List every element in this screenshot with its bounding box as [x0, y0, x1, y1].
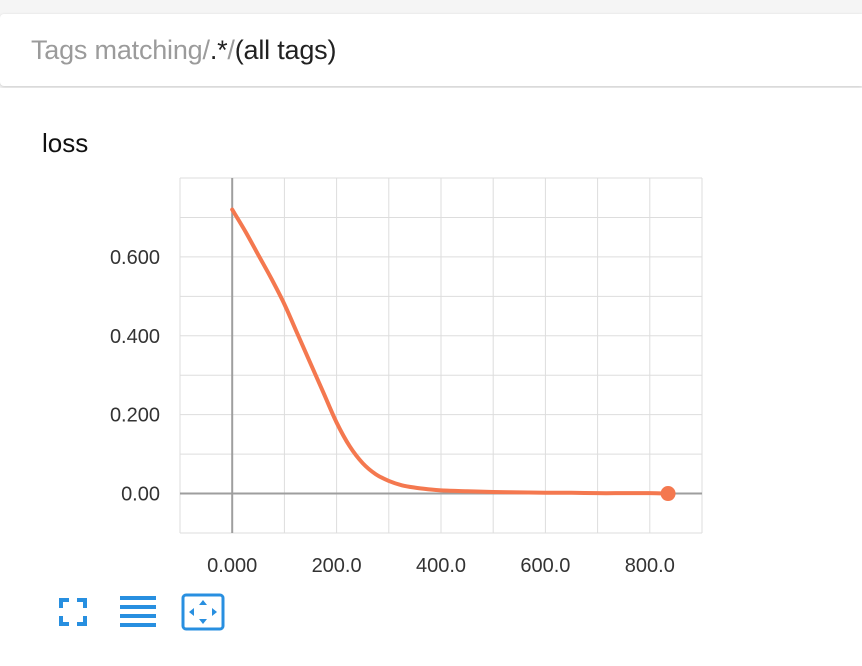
x-tick-label: 0.000	[207, 555, 257, 577]
y-tick-label: 0.600	[110, 247, 160, 269]
log-scale-button[interactable]	[118, 593, 158, 631]
vertical-gridlines	[179, 178, 703, 533]
x-tick-label: 800.0	[625, 555, 675, 577]
header-prefix: Tags matching	[31, 34, 203, 65]
tag-filter-header: Tags matching / .* / (all tags)	[0, 14, 862, 86]
fit-domain-button[interactable]	[180, 593, 226, 631]
x-tick-label: 200.0	[312, 555, 362, 577]
y-axis-ticks: 0.00 0.200 0.400 0.600	[110, 247, 160, 506]
fullscreen-button[interactable]	[56, 593, 90, 631]
chart-title: loss	[42, 128, 89, 158]
y-tick-label: 0.200	[110, 405, 160, 427]
last-value-point[interactable]	[660, 486, 676, 502]
x-tick-label: 600.0	[520, 555, 570, 577]
y-tick-label: 0.00	[121, 484, 160, 506]
fullscreen-icon	[59, 598, 87, 626]
header-suffix: (all tags)	[234, 34, 337, 65]
scalar-chart-card: 0.000 200.0 400.0 600.0 800.0 0.00 0.200 0.400…	[0, 88, 862, 666]
list-lines-icon	[120, 596, 156, 627]
fit-domain-icon	[181, 593, 225, 631]
x-axis-ticks: 0.000 200.0 400.0 600.0 800.0	[207, 555, 675, 577]
y-tick-label: 0.400	[110, 326, 160, 348]
loss-chart[interactable]: 0.000 200.0 400.0 600.0 800.0 0.00 0.200 0.400…	[0, 88, 862, 666]
x-tick-label: 400.0	[416, 555, 466, 577]
regex-pattern: .*	[209, 34, 228, 65]
chart-toolbar	[56, 593, 226, 631]
loss-series-line	[230, 207, 671, 496]
series-layer	[230, 207, 676, 502]
regex-slash-open: /	[202, 34, 211, 65]
regex-slash-close: /	[227, 34, 235, 65]
